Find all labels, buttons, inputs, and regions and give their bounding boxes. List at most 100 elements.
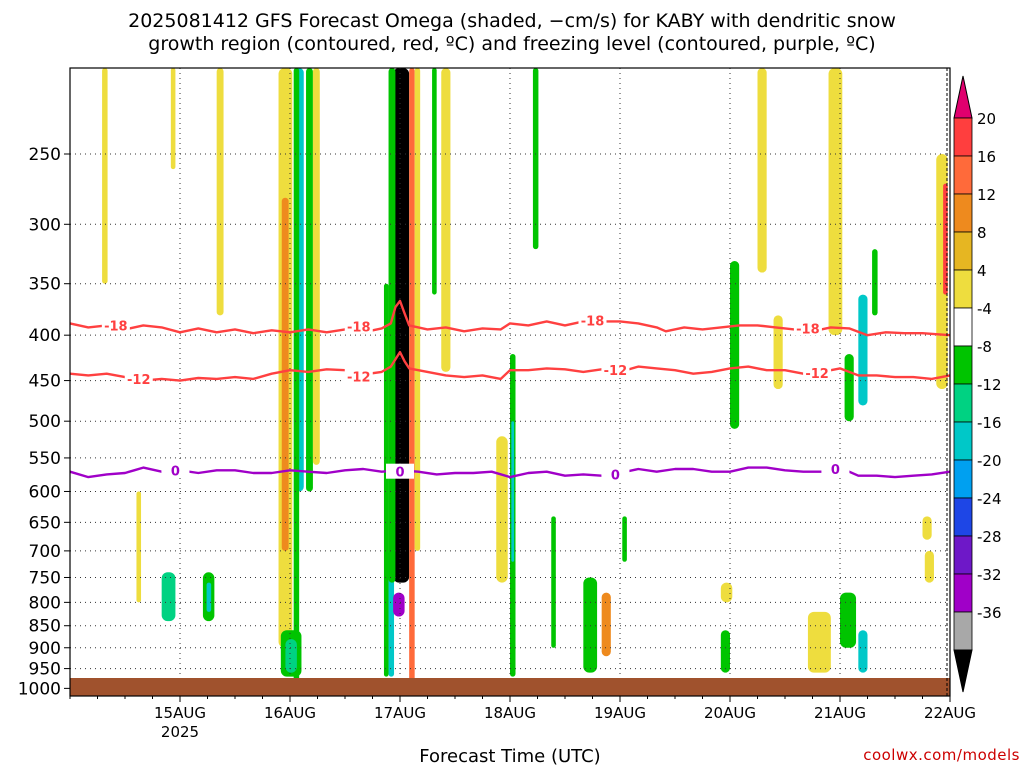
omega-shade-43 [872,249,878,316]
x-tick-label-5: 20AUG [704,704,756,722]
colorbar-swatch-8 [953,421,973,461]
contour-label-0-1: 0 [395,466,404,481]
colorbar-swatch-4 [953,269,973,309]
y-axis: 2503003504004505005506006507007508008509… [18,145,70,699]
contour-label-bg [821,460,850,476]
contour-label-bg [161,462,190,478]
y-tick-label-800: 800 [29,593,61,613]
omega-shade-0 [393,68,410,583]
omega-shade-24 [511,421,515,562]
y-tick-label-650: 650 [29,513,61,533]
colorbar-label-7: -12 [977,376,1002,394]
colorbar-swatch-2 [953,193,973,233]
x-tick-label-2: 17AUG [374,704,426,722]
omega-shade-21 [432,68,437,295]
omega-shade-47 [922,516,932,540]
y-tick-label-600: 600 [29,482,61,502]
omega-shade-25 [532,68,539,250]
x-tick-label-6: 21AUG [814,704,866,722]
x-tick-label-4: 19AUG [594,704,646,722]
contour-label-bg [386,463,414,479]
omega-shade-39 [828,68,843,336]
omega-shade-31 [720,630,730,673]
omega-shade-5 [414,68,421,551]
omega-shade-16 [102,68,108,284]
contour-label-0-2: 0 [611,468,620,483]
colorbar-swatch-3 [953,231,973,271]
y-tick-label-750: 750 [29,568,61,588]
omega-shade-28 [622,516,627,562]
colorbar-swatch-6 [953,345,973,385]
ground-surface-band [70,678,950,696]
contour-line--18 [69,299,951,337]
colorbar-swatch-12 [953,573,973,613]
omega-shade-27 [601,592,611,657]
colorbar-bottom-arrow [953,649,973,693]
colorbar-swatch-10 [953,497,973,537]
omega-shading-layer [102,68,948,681]
colorbar-label-13: -36 [977,604,1002,622]
colorbar-swatch-0 [953,117,973,157]
omega-shade-44 [136,491,142,603]
colorbar-label-10: -24 [977,490,1002,508]
colorbar-label-0: 20 [977,110,996,128]
colorbar-swatch-5 [953,307,973,347]
chart-title-line1: 2025081412 GFS Forecast Omega (shaded, −… [128,10,896,32]
y-tick-label-550: 550 [29,449,61,469]
omega-shade-15 [216,68,224,316]
x-tick-label-7: 22AUG [924,704,976,722]
contour-label--18-3: -18 [796,322,820,337]
contour-label--18-0: -18 [104,319,128,334]
y-tick-label-500: 500 [29,412,61,432]
omega-shade-38 [858,630,868,673]
contour-label-bg [101,317,130,333]
y-tick-label-850: 850 [29,617,61,637]
contour-line-0 [69,466,951,479]
colorbar-label-6: -8 [977,338,992,356]
omega-shade-10 [293,68,300,681]
y-tick-label-950: 950 [29,660,61,680]
y-tick-label-250: 250 [29,145,61,165]
omega-shade-40 [924,550,934,583]
omega-shade-12 [312,68,320,465]
colorbar-swatch-11 [953,535,973,575]
colorbar-label-4: 4 [977,262,987,280]
omega-shade-4 [409,68,415,681]
contour-line--12 [69,350,951,382]
colorbar-top-arrow [953,75,973,119]
source-credit: coolwx.com/models [863,746,1020,764]
grid-layer [70,68,951,696]
contour-label--12-1: -12 [347,370,371,385]
chart-title-line2: growth region (contoured, red, ºC) and f… [148,33,876,55]
omega-shade-42 [943,183,948,295]
y-tick-label-350: 350 [29,275,61,295]
omega-shade-20 [441,68,451,372]
colorbar-label-3: 8 [977,224,987,242]
contour-label-bg [793,320,822,336]
contour-label-0-0: 0 [171,464,180,479]
contour-label--12-3: -12 [805,367,829,382]
colorbar-swatch-9 [953,459,973,499]
omega-shade-8 [281,197,289,551]
x-tick-label-1: 16AUG [264,704,316,722]
y-tick-label-400: 400 [29,326,61,346]
omega-shade-11 [306,68,313,492]
omega-shade-26 [583,577,598,673]
y-tick-label-450: 450 [29,372,61,392]
x-tick-sublabel-0: 2025 [161,723,199,741]
contour-label--12-0: -12 [127,373,151,388]
contour-label--12-2: -12 [604,364,628,379]
contour-label--18-1: -18 [347,320,371,335]
omega-shade-17 [170,68,176,170]
contour-label-bg [344,318,373,334]
omega-shade-36 [858,294,868,406]
omega-shade-33 [757,68,767,273]
colorbar-label-11: -28 [977,528,1002,546]
omega-shade-35 [840,592,857,648]
colorbar-label-8: -16 [977,414,1002,432]
omega-shade-46 [551,516,556,648]
x-axis-label: Forecast Time (UTC) [419,746,601,767]
y-tick-label-900: 900 [29,639,61,659]
omega-shade-29 [730,261,740,429]
